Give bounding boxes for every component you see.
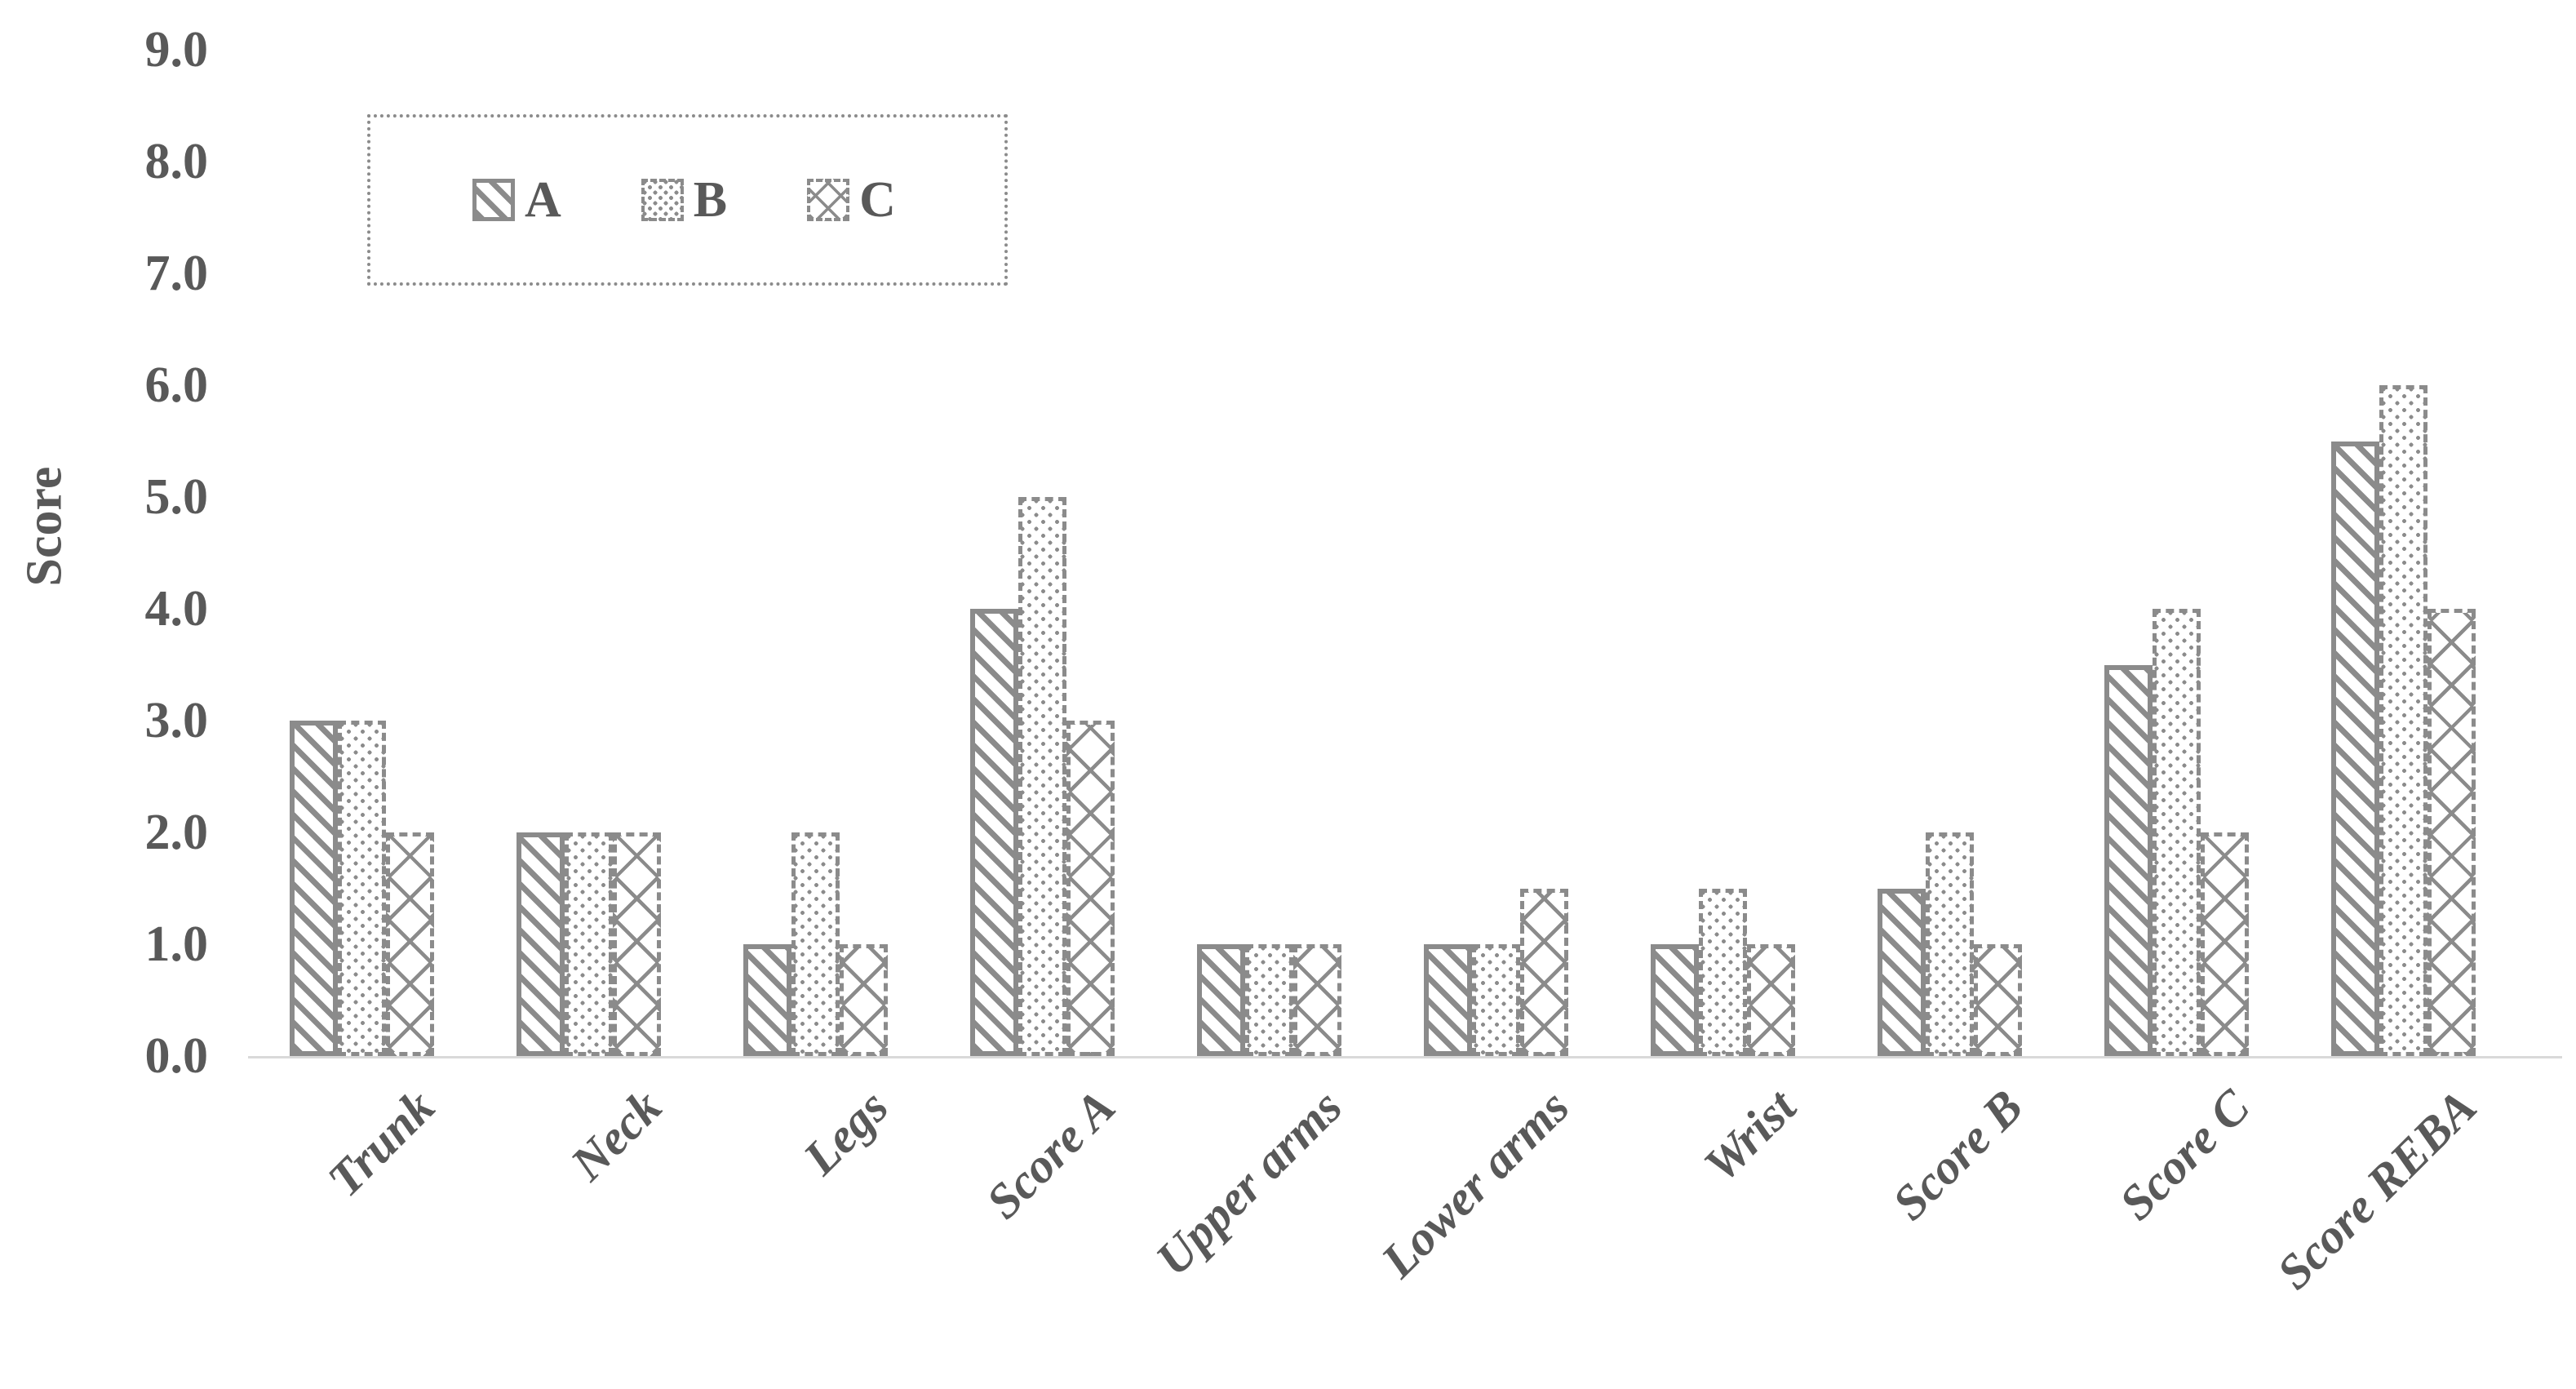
bar-c-score-a [1066,721,1115,1056]
bar-b-score-c [2152,609,2201,1056]
bar-a-score-c [2104,664,2153,1056]
bar-a-wrist [1650,944,1699,1056]
x-label-legs: Legs [793,1079,899,1185]
bar-group-score-c [2063,50,2290,1056]
bar-c-trunk [385,832,434,1056]
bar-c-score-b [1973,944,2022,1056]
y-tick-5: 5.0 [144,469,209,525]
bar-group-lower-arms [1382,50,1609,1056]
bar-b-neck [564,832,613,1056]
bar-c-neck [612,832,661,1056]
x-label-lower-arms: Lower arms [1371,1079,1580,1288]
y-axis-title: Score [16,466,73,587]
x-label-score-c: Score C [2108,1079,2260,1231]
bar-c-wrist [1746,944,1795,1056]
bar-b-trunk [337,721,386,1056]
y-tick-0: 0.0 [144,1028,209,1084]
bar-group-wrist [1609,50,1836,1056]
bar-group-score-b [1836,50,2063,1056]
bar-group-trunk [248,50,475,1056]
legend: A B C [367,114,1008,286]
bar-b-score-reba [2379,385,2427,1056]
bar-c-score-c [2200,832,2249,1056]
x-label-upper-arms: Upper arms [1146,1079,1353,1286]
bar-b-lower-arms [1471,944,1520,1056]
y-tick-8: 8.0 [144,134,209,189]
legend-swatch-crosshatch-icon [807,179,850,221]
bar-group-neck [475,50,702,1056]
x-label-wrist: Wrist [1693,1079,1807,1192]
bar-group-legs [702,50,929,1056]
bar-c-score-reba [2427,609,2476,1056]
plot-area [248,50,2516,1056]
bar-b-wrist [1698,888,1747,1056]
legend-label-b: B [693,172,728,228]
bar-c-legs [839,944,888,1056]
legend-swatch-diagonal-icon [472,179,515,221]
legend-label-c: C [859,172,896,228]
x-label-neck: Neck [561,1079,672,1191]
bar-a-neck [516,832,565,1056]
bar-b-score-b [1925,832,1974,1056]
bar-a-score-reba [2330,441,2379,1056]
bar-a-score-a [969,609,1018,1056]
y-tick-3: 3.0 [144,693,209,748]
bar-group-score-a [929,50,1155,1056]
bar-a-trunk [289,721,338,1056]
bar-b-upper-arms [1244,944,1293,1056]
bar-a-legs [743,944,791,1056]
x-label-score-b: Score B [1882,1079,2033,1231]
y-tick-9: 9.0 [144,22,209,78]
x-label-score-reba: Score REBA [2266,1079,2487,1300]
legend-swatch-dots-icon [641,179,684,221]
bar-a-upper-arms [1196,944,1245,1056]
y-tick-4: 4.0 [144,581,209,637]
bar-group-score-reba [2290,50,2516,1056]
bar-a-lower-arms [1423,944,1472,1056]
y-tick-2: 2.0 [144,805,209,860]
bar-c-lower-arms [1519,888,1568,1056]
x-label-score-a: Score A [976,1079,1126,1229]
bar-b-score-a [1018,497,1066,1056]
legend-label-a: A [525,172,561,228]
x-axis-line [248,1056,2562,1058]
y-tick-1: 1.0 [144,916,209,972]
y-tick-6: 6.0 [144,357,209,413]
x-label-trunk: Trunk [317,1079,446,1207]
legend-item-c: C [807,175,896,225]
y-tick-7: 7.0 [144,246,209,301]
bar-b-legs [791,832,840,1056]
bar-group-upper-arms [1155,50,1382,1056]
legend-item-b: B [641,175,727,225]
legend-item-a: A [472,175,561,225]
bar-c-upper-arms [1292,944,1341,1056]
bar-a-score-b [1877,888,1926,1056]
